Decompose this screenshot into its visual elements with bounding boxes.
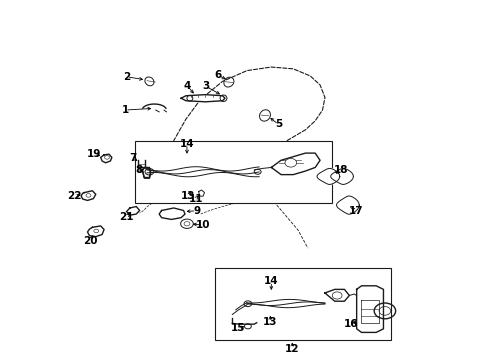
- Text: 7: 7: [129, 153, 137, 163]
- Text: 22: 22: [67, 191, 82, 201]
- Text: 4: 4: [183, 81, 191, 91]
- Text: 2: 2: [122, 72, 130, 82]
- Polygon shape: [159, 208, 184, 220]
- Polygon shape: [356, 286, 383, 332]
- Bar: [215, 268, 390, 339]
- Bar: [135, 140, 331, 203]
- Text: 12: 12: [285, 343, 299, 354]
- Polygon shape: [87, 226, 104, 237]
- Polygon shape: [101, 154, 112, 163]
- Text: 17: 17: [347, 206, 362, 216]
- Polygon shape: [316, 168, 339, 184]
- Polygon shape: [330, 168, 353, 184]
- Text: 3: 3: [202, 81, 209, 91]
- Polygon shape: [142, 167, 151, 178]
- Text: 20: 20: [82, 236, 97, 246]
- Text: 11: 11: [188, 194, 203, 204]
- Text: 14: 14: [179, 139, 194, 149]
- Text: 14: 14: [264, 276, 278, 287]
- Text: 8: 8: [135, 165, 142, 175]
- Text: 1: 1: [121, 105, 128, 115]
- Text: 5: 5: [274, 120, 282, 129]
- Text: 13: 13: [181, 192, 195, 202]
- Polygon shape: [336, 196, 359, 214]
- Polygon shape: [181, 95, 224, 102]
- Text: 10: 10: [195, 220, 210, 230]
- Circle shape: [331, 292, 341, 299]
- Text: 15: 15: [230, 324, 245, 333]
- Text: 6: 6: [214, 70, 221, 80]
- Text: 18: 18: [333, 165, 347, 175]
- Text: 21: 21: [119, 212, 134, 221]
- Polygon shape: [325, 289, 348, 301]
- Circle shape: [285, 158, 296, 167]
- Text: 9: 9: [193, 206, 200, 216]
- Text: 19: 19: [87, 149, 102, 159]
- Polygon shape: [126, 207, 140, 215]
- Polygon shape: [271, 153, 320, 175]
- Polygon shape: [81, 191, 96, 201]
- Text: 13: 13: [263, 318, 277, 327]
- Text: 16: 16: [343, 319, 357, 329]
